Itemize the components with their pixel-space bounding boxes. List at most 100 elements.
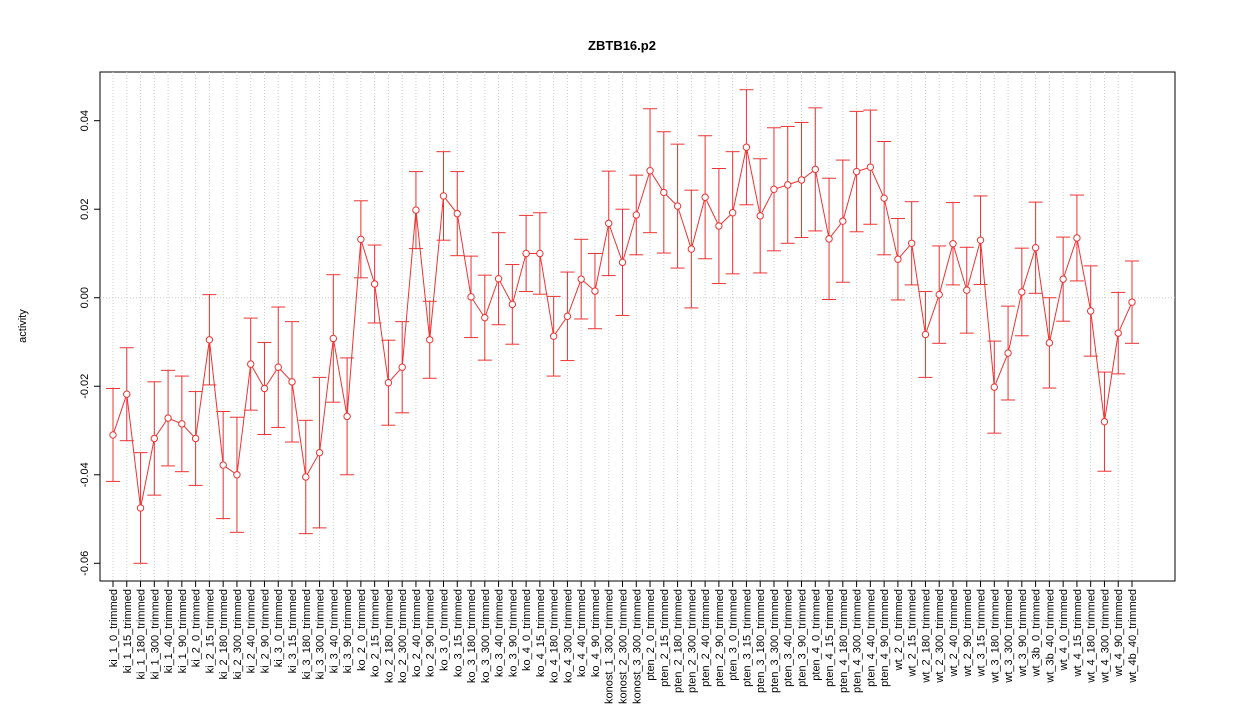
point (577, 275, 585, 283)
point (1073, 234, 1081, 242)
point (715, 222, 723, 230)
x-tick-label: konost_2_300_trimmed (618, 589, 630, 704)
point (825, 235, 833, 243)
x-tick-label: pten_2_15_trimmed (659, 589, 671, 687)
x-tick-label: wt_3_300_trimmed (1003, 589, 1015, 684)
point (439, 192, 448, 200)
x-tick-label: pten_3_40_trimmed (783, 589, 795, 687)
x-tick-label: pten_3_15_trimmed (741, 589, 753, 687)
x-tick-label: ko_3_40_trimmed (494, 589, 506, 677)
point (109, 431, 117, 439)
point (1100, 417, 1109, 426)
x-tick-label: ki_3_180_trimmed (301, 589, 313, 680)
point (1018, 288, 1026, 296)
x-tick-label: pten_4_90_trimmed (879, 589, 891, 687)
point (150, 434, 159, 443)
point (963, 286, 971, 294)
x-tick-label: wt_4b_40_trimmed (1127, 589, 1139, 684)
point (426, 336, 434, 344)
point (233, 471, 241, 479)
point (315, 448, 324, 457)
x-tick-label: wt_2_0_trimmed (893, 589, 905, 671)
point (522, 249, 530, 258)
point (894, 255, 902, 263)
point (646, 167, 654, 175)
x-tick-label: pten_4_180_trimmed (838, 589, 850, 693)
point (1004, 349, 1012, 357)
x-tick-label: wt_3_90_trimmed (1017, 589, 1029, 677)
point (536, 249, 544, 258)
x-tick-label: ki_2_300_trimmed (232, 589, 244, 680)
point (274, 363, 282, 371)
point (178, 420, 186, 428)
x-tick-label: pten_3_300_trimmed (769, 589, 781, 693)
point (1031, 244, 1040, 252)
x-tick-label: ko_2_0_trimmed (356, 589, 368, 671)
x-tick-label: ki_1_15_trimmed (122, 589, 134, 673)
x-tick-label: ko_2_180_trimmed (383, 589, 395, 683)
x-tick-label: ko_3_90_trimmed (507, 589, 519, 677)
point (591, 287, 599, 295)
point (770, 185, 778, 193)
x-tick-label: pten_2_90_trimmed (714, 589, 726, 687)
point (205, 336, 214, 344)
point (288, 378, 296, 386)
point (921, 330, 930, 339)
point (976, 236, 985, 244)
point (728, 209, 737, 217)
point (398, 363, 406, 371)
point (880, 194, 888, 202)
x-tick-label: pten_2_40_trimmed (700, 589, 712, 687)
point (605, 219, 613, 228)
point (1128, 298, 1136, 306)
x-tick-label: ko_3_180_trimmed (466, 589, 478, 683)
point (384, 379, 393, 387)
point (632, 211, 640, 219)
point (756, 212, 764, 220)
point (481, 313, 489, 322)
point (549, 332, 558, 340)
x-tick-label: konost_1_300_trimmed (604, 589, 616, 704)
x-tick-label: ki_1_40_trimmed (163, 589, 175, 673)
y-tick-label: 0.04 (79, 110, 91, 131)
y-tick-label: 0.02 (79, 198, 91, 219)
x-tick-label: wt_2_40_trimmed (948, 589, 960, 677)
x-tick-label: ko_2_40_trimmed (411, 589, 423, 677)
x-tick-label: ki_3_300_trimmed (315, 589, 327, 680)
point (935, 290, 943, 299)
point (839, 217, 847, 225)
x-tick-label: wt_3b_40_trimmed (1044, 589, 1056, 684)
x-tick-label: pten_4_300_trimmed (852, 589, 864, 693)
x-tick-label: pten_2_300_trimmed (686, 589, 698, 693)
point (467, 293, 475, 301)
point (123, 390, 131, 398)
x-tick-label: pten_3_180_trimmed (755, 589, 767, 693)
x-tick-label: pten_4_15_trimmed (824, 589, 836, 687)
point (797, 176, 806, 184)
plot-frame (99, 71, 1176, 582)
point (618, 258, 627, 267)
x-tick-label: ki_2_90_trimmed (259, 589, 271, 673)
x-tick-label: ki_2_40_trimmed (246, 589, 258, 673)
point (1086, 307, 1095, 315)
point (949, 240, 957, 248)
x-tick-label: wt_4_90_trimmed (1113, 589, 1125, 677)
x-tick-label: konost_3_300_trimmed (631, 589, 643, 704)
x-tick-label: wt_3_15_trimmed (976, 589, 988, 677)
x-tick-label: wt_3_180_trimmed (989, 589, 1001, 684)
y-tick-label: -0.02 (79, 374, 91, 399)
y-tick-label: 0.00 (79, 287, 91, 308)
x-tick-label: ki_1_300_trimmed (149, 589, 161, 680)
point (343, 412, 351, 421)
x-tick-label: ki_3_0_trimmed (273, 589, 285, 667)
x-tick-label: ki_2_15_trimmed (204, 589, 216, 673)
point (1045, 339, 1054, 347)
x-tick-label: ki_1_180_trimmed (136, 589, 148, 680)
point (673, 202, 682, 210)
point (219, 461, 227, 469)
x-tick-label: ki_3_40_trimmed (328, 589, 340, 673)
x-tick-label: pten_2_0_trimmed (645, 589, 657, 681)
x-tick-label: pten_3_90_trimmed (797, 589, 809, 687)
point (1114, 329, 1122, 337)
x-tick-label: ko_4_40_trimmed (576, 589, 588, 677)
